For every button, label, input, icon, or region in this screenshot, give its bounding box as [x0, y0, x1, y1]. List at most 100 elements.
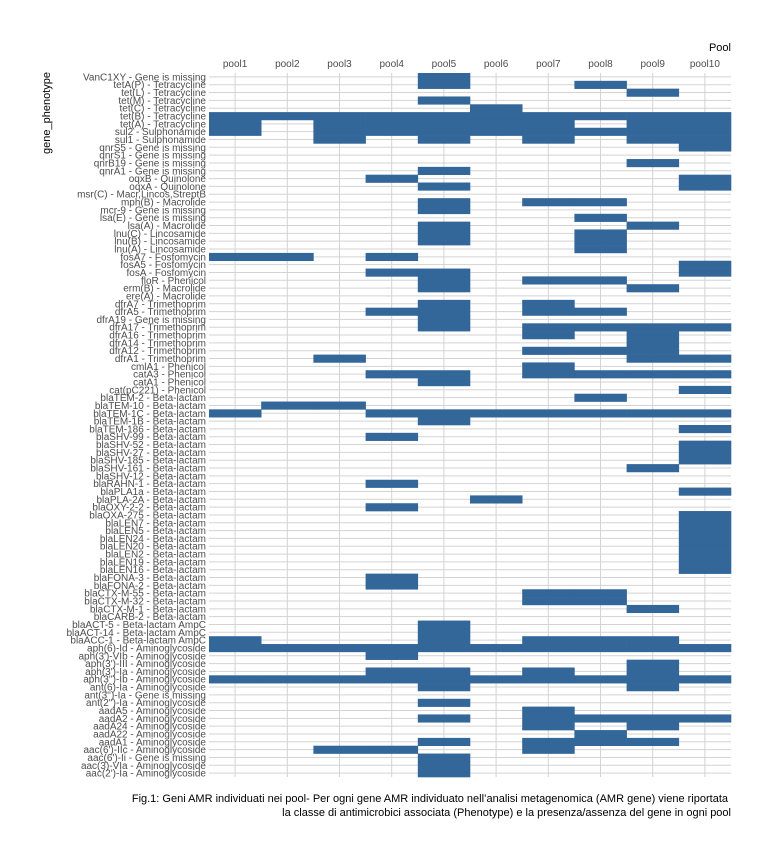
- presence-cell: [365, 307, 419, 316]
- presence-cell: [626, 331, 680, 340]
- presence-cell: [626, 683, 680, 692]
- row-label: aph(3'')-Ib - Aminoglycoside: [83, 675, 206, 686]
- presence-cell: [574, 393, 627, 402]
- presence-cell: [470, 112, 523, 121]
- presence-cell: [417, 315, 471, 324]
- presence-cell: [574, 737, 627, 747]
- row-label: dfrA7 - Trimethoprim: [115, 299, 206, 310]
- presence-cell: [626, 159, 680, 168]
- row-label: ant(3'')-Ia - Gene is missing: [84, 690, 206, 701]
- presence-cell: [574, 323, 627, 332]
- row-label: lnu(B) - Lincosamide: [114, 237, 206, 248]
- row-label: lsa(A) - Macrolide: [128, 221, 207, 232]
- presence-cell: [417, 417, 471, 426]
- row-label: aph(6)-Id - Aminoglycoside: [87, 643, 206, 654]
- presence-cell: [261, 644, 314, 653]
- row-label: blaSHV-52 - Beta-lactam: [96, 440, 206, 451]
- row-label: blaLEN16 - Beta-lactam: [100, 565, 206, 576]
- presence-cell: [626, 737, 680, 747]
- presence-cell: [417, 714, 471, 723]
- row-label: dfrA5 - Trimethoprim: [115, 307, 206, 318]
- presence-cell: [522, 135, 575, 144]
- presence-cell: [261, 401, 314, 410]
- row-label: oqxB - Quinolone: [129, 174, 207, 185]
- presence-cell: [313, 354, 366, 363]
- presence-cell: [417, 667, 471, 676]
- presence-cell: [626, 644, 680, 653]
- row-label: aac(6')-Ii - Gene is missing: [87, 753, 206, 764]
- presence-cell: [417, 268, 471, 277]
- presence-cell: [678, 174, 732, 183]
- row-label: aadA1 - Aminoglycoside: [99, 737, 207, 748]
- presence-cell: [678, 112, 732, 121]
- presence-cell: [365, 675, 419, 684]
- presence-cell: [626, 354, 680, 363]
- row-label: blaACT-5 - Beta-lactam AmpC: [72, 620, 206, 631]
- presence-cell: [365, 268, 419, 277]
- row-label: blaACT-14 - Beta-lactam AmpC: [67, 628, 207, 639]
- column-label: pool4: [379, 59, 404, 70]
- row-label: blaSHV-161 - Beta-lactam: [90, 464, 206, 475]
- presence-cell: [417, 80, 471, 89]
- presence-cell: [470, 495, 523, 504]
- presence-cell: [365, 370, 419, 379]
- presence-cell: [417, 112, 471, 121]
- row-label: fosA - Fosfomycin: [127, 268, 206, 279]
- row-label: blaPLA-2A - Beta-lactam: [97, 495, 207, 506]
- presence-cell: [261, 112, 314, 121]
- presence-cell: [417, 370, 471, 379]
- row-label: dfrA17 - Trimethoprim: [109, 323, 206, 334]
- presence-cell: [522, 589, 575, 598]
- presence-cell: [574, 346, 627, 355]
- row-label: qnrA1 - Gene is missing: [99, 166, 206, 177]
- presence-cell: [678, 487, 732, 496]
- presence-cell: [626, 135, 680, 144]
- presence-cell: [417, 683, 471, 692]
- row-label: aac(6')-IIc - Aminoglycoside: [83, 745, 206, 756]
- row-label: cmlA1 - Phenicol: [131, 362, 206, 373]
- row-label: ant(6)-Ia - Aminoglycoside: [90, 683, 207, 694]
- row-label: blaACC-1 - Beta-lactam AmpC: [70, 636, 206, 647]
- presence-cell: [365, 581, 419, 590]
- presence-cell: [574, 589, 627, 598]
- presence-cell: [417, 378, 471, 387]
- presence-cell: [574, 730, 627, 739]
- row-label: aadA5 - Aminoglycoside: [99, 706, 207, 717]
- presence-cell: [365, 127, 419, 136]
- presence-cell: [470, 409, 523, 418]
- presence-cell: [522, 362, 575, 371]
- row-label: erm(B) - Macrolide: [123, 284, 206, 295]
- presence-cell: [626, 284, 680, 293]
- presence-cell: [417, 127, 471, 136]
- presence-cell: [417, 761, 471, 770]
- row-label: blaTEM-2 - Beta-lactam: [100, 393, 206, 404]
- presence-cell: [678, 511, 732, 520]
- presence-cell: [574, 307, 627, 316]
- presence-cell: [209, 119, 262, 129]
- presence-cell: [626, 112, 680, 121]
- presence-cell: [365, 667, 419, 676]
- presence-cell: [678, 370, 732, 379]
- presence-cell: [574, 597, 627, 606]
- presence-cell: [522, 644, 575, 653]
- presence-cell: [678, 182, 732, 191]
- presence-cell: [574, 675, 627, 684]
- column-label: pool2: [275, 59, 300, 70]
- row-label: catA3 - Phenicol: [133, 370, 206, 381]
- presence-cell: [626, 323, 680, 332]
- presence-cell: [417, 644, 471, 653]
- column-label: pool8: [588, 59, 613, 70]
- row-label: lsa(E) - Gene is missing: [100, 213, 206, 224]
- presence-cell: [522, 745, 575, 754]
- row-label: blaSHV-185 - Beta-lactam: [90, 456, 206, 467]
- presence-cell: [365, 503, 419, 512]
- presence-cell: [209, 644, 262, 653]
- presence-cell: [678, 550, 732, 559]
- row-label: blaTEM-10 - Beta-lactam: [95, 401, 206, 412]
- presence-cell: [522, 346, 575, 355]
- row-label: catA1 - Phenicol: [133, 377, 206, 388]
- y-axis-title: gene_phenotype: [41, 72, 53, 154]
- presence-cell: [626, 675, 680, 684]
- presence-cell: [365, 644, 419, 653]
- presence-cell: [417, 119, 471, 129]
